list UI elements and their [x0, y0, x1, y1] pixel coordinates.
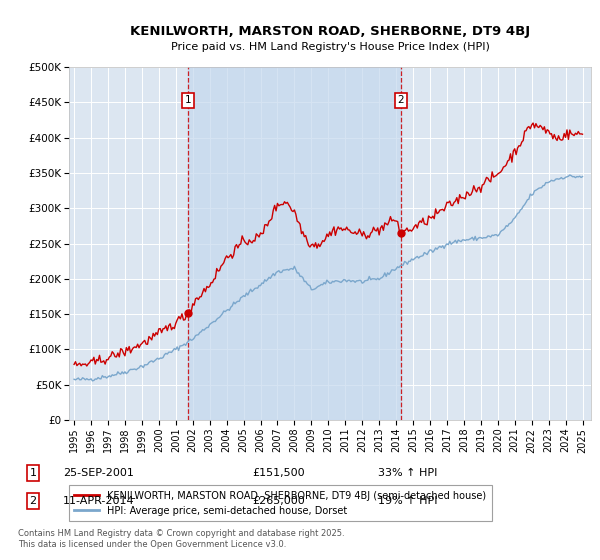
Text: 25-SEP-2001: 25-SEP-2001	[63, 468, 134, 478]
Bar	[188, 67, 401, 420]
Text: KENILWORTH, MARSTON ROAD, SHERBORNE, DT9 4BJ: KENILWORTH, MARSTON ROAD, SHERBORNE, DT9…	[130, 25, 530, 38]
Legend: KENILWORTH, MARSTON ROAD, SHERBORNE, DT9 4BJ (semi-detached house), HPI: Average: KENILWORTH, MARSTON ROAD, SHERBORNE, DT9…	[68, 485, 491, 521]
Text: £151,500: £151,500	[252, 468, 305, 478]
Text: 1: 1	[185, 95, 191, 105]
Text: £265,000: £265,000	[252, 496, 305, 506]
Text: 19% ↑ HPI: 19% ↑ HPI	[378, 496, 437, 506]
Text: 11-APR-2014: 11-APR-2014	[63, 496, 134, 506]
Text: 2: 2	[29, 496, 37, 506]
Text: 33% ↑ HPI: 33% ↑ HPI	[378, 468, 437, 478]
Text: Contains HM Land Registry data © Crown copyright and database right 2025.
This d: Contains HM Land Registry data © Crown c…	[18, 529, 344, 549]
Text: 1: 1	[29, 468, 37, 478]
Text: Price paid vs. HM Land Registry's House Price Index (HPI): Price paid vs. HM Land Registry's House …	[170, 42, 490, 52]
Text: 2: 2	[398, 95, 404, 105]
